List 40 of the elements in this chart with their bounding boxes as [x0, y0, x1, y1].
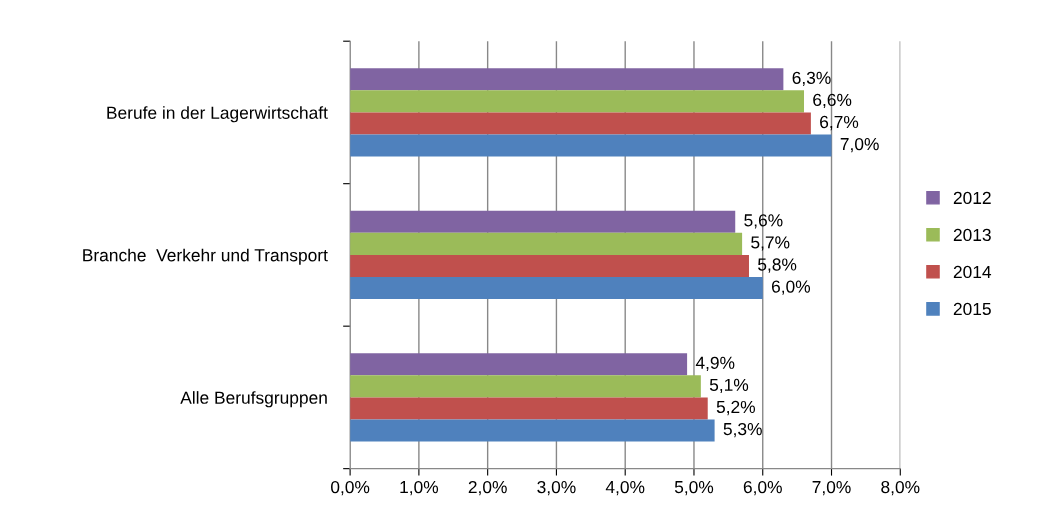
x-tick-label: 4,0% — [605, 480, 645, 496]
bar — [350, 90, 805, 113]
bar — [350, 210, 736, 233]
data-label: 5,6% — [744, 214, 783, 229]
x-tick-label: 8,0% — [881, 480, 920, 496]
data-label: 6,6% — [813, 93, 852, 109]
bar — [350, 232, 743, 255]
data-label: 5,3% — [723, 422, 762, 438]
x-tick-label: 7,0% — [812, 480, 851, 496]
bar — [350, 397, 708, 420]
bar — [350, 277, 763, 300]
bar — [350, 254, 749, 278]
y-tick-label: Berufe in der Lagerwirtschaft — [107, 106, 328, 123]
bar — [350, 353, 688, 376]
bar — [350, 419, 715, 442]
x-tick-label: 1,0% — [400, 480, 439, 496]
legend-label: 2014 — [953, 265, 992, 279]
data-label: 5,7% — [751, 236, 790, 251]
data-label: 7,0% — [840, 137, 879, 153]
data-label: 5,2% — [716, 400, 756, 416]
legend-label: 2012 — [953, 191, 991, 205]
bar — [350, 134, 832, 157]
y-tick-label: Alle Berufsgruppen — [180, 391, 327, 408]
x-tick-label: 3,0% — [537, 480, 576, 496]
x-tick-label: 5,0% — [674, 480, 714, 496]
data-label: 6,3% — [792, 71, 831, 87]
legend-label: 2013 — [953, 228, 991, 242]
legend-label: 2015 — [953, 302, 991, 316]
x-tick-label: 6,0% — [743, 480, 782, 496]
bar — [350, 68, 784, 91]
x-tick-label: 2,0% — [468, 480, 507, 496]
bar — [350, 112, 811, 135]
data-label: 5,1% — [709, 378, 749, 394]
data-label: 6,7% — [820, 115, 859, 131]
x-tick-label: 0,0% — [331, 480, 370, 496]
data-label: 6,0% — [771, 280, 811, 295]
data-label: 5,8% — [758, 258, 797, 273]
bar — [350, 375, 701, 398]
data-label: 4,9% — [695, 356, 735, 371]
y-tick-label: Branche Verkehr und Transport — [83, 248, 328, 265]
